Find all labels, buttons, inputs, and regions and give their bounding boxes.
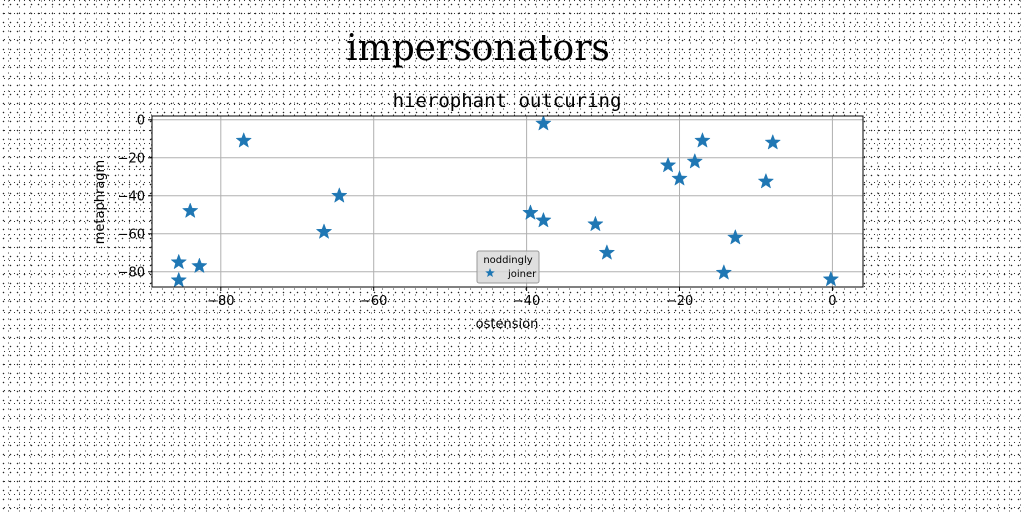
x-tick-label: −40 bbox=[513, 294, 540, 309]
data-point bbox=[235, 131, 253, 148]
data-point bbox=[170, 271, 188, 288]
data-point bbox=[822, 270, 840, 287]
data-point bbox=[757, 172, 775, 189]
x-tick-label: 0 bbox=[828, 294, 836, 309]
legend-entry-joiner: joiner bbox=[507, 269, 537, 280]
data-point bbox=[181, 202, 199, 219]
legend-box bbox=[476, 250, 540, 284]
data-point bbox=[671, 169, 688, 186]
y-tick-label: −80 bbox=[118, 265, 145, 280]
data-point bbox=[587, 215, 604, 232]
legend-title: noddingly bbox=[483, 255, 532, 266]
data-point bbox=[331, 187, 348, 203]
data-points bbox=[170, 114, 840, 288]
data-point bbox=[535, 211, 552, 228]
data-point bbox=[315, 223, 333, 239]
y-tick-label: 0 bbox=[137, 113, 145, 128]
data-point bbox=[191, 257, 208, 274]
data-point bbox=[170, 253, 188, 270]
data-point bbox=[715, 264, 733, 280]
legend-marker-joiner bbox=[485, 268, 495, 278]
data-point bbox=[764, 133, 782, 150]
data-point bbox=[694, 131, 711, 148]
chart-title: hierophant outcuring bbox=[393, 90, 622, 112]
y-tick-label: −40 bbox=[118, 189, 145, 204]
y-axis-ticks: 0 −20 −40 −60 −80 bbox=[118, 113, 152, 280]
data-point bbox=[686, 152, 704, 169]
data-point bbox=[659, 156, 677, 173]
x-tick-label: −60 bbox=[360, 294, 387, 309]
figure-suptitle: impersonators bbox=[346, 28, 610, 69]
legend-star-icon bbox=[485, 268, 495, 278]
data-point bbox=[598, 244, 616, 260]
y-tick-label: −60 bbox=[118, 227, 145, 242]
x-axis-ticks: −80 −60 −40 −20 0 bbox=[207, 287, 837, 309]
data-point bbox=[535, 114, 552, 131]
data-point bbox=[522, 204, 539, 220]
x-tick-label: −80 bbox=[207, 294, 234, 309]
y-tick-label: −20 bbox=[118, 151, 145, 166]
y-axis-label: metaphragm bbox=[93, 160, 108, 244]
plot-frame bbox=[151, 115, 864, 288]
x-axis-label: ostension bbox=[476, 317, 539, 332]
data-point bbox=[727, 228, 744, 245]
x-tick-label: −20 bbox=[666, 294, 693, 309]
legend: noddingly joiner bbox=[476, 250, 540, 284]
